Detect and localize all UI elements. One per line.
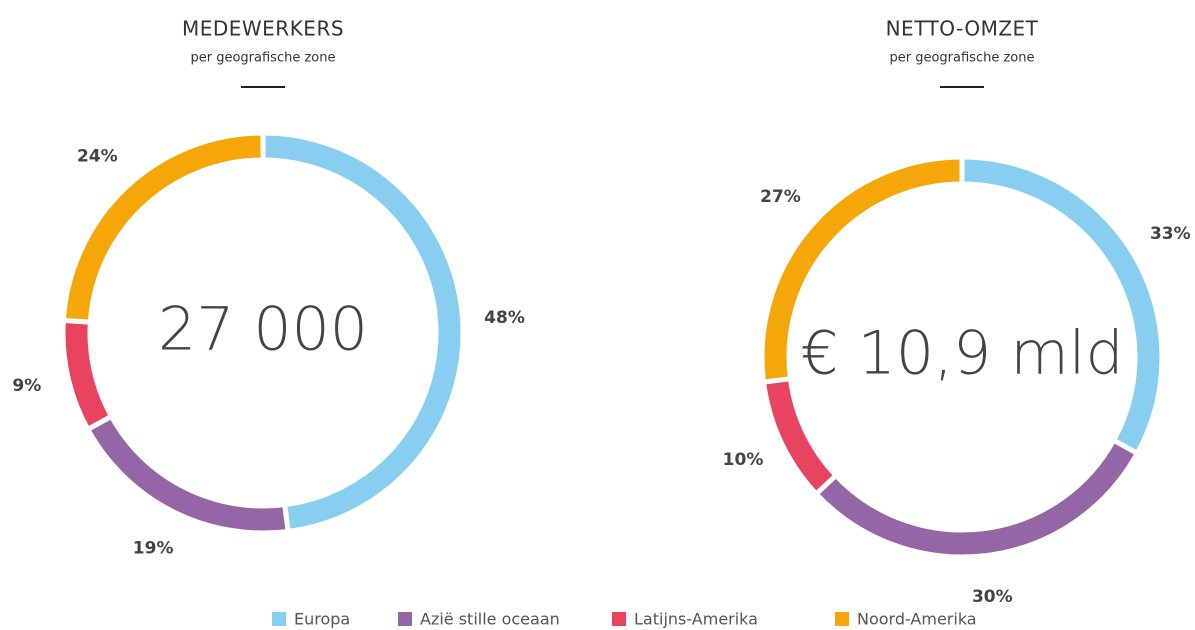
legend-swatch <box>398 612 412 626</box>
legend-label: Azië stille oceaan <box>420 610 560 629</box>
donut-segment <box>759 154 965 385</box>
legend-swatch <box>272 612 286 626</box>
value-label: 9% <box>12 376 41 396</box>
chart-subtitle: per geografische zone <box>890 51 1035 66</box>
legend-label: Europa <box>294 610 350 629</box>
legend-swatch <box>612 612 626 626</box>
donut-segment <box>84 412 291 536</box>
donut-segment <box>60 317 115 433</box>
donut-segment <box>60 130 266 325</box>
value-label: 10% <box>723 450 764 470</box>
value-label: 24% <box>77 147 118 167</box>
legend-swatch <box>835 612 849 626</box>
center-label: € 10,9 mld <box>800 319 1123 389</box>
value-label: 27% <box>760 187 801 207</box>
donut-segment <box>760 375 840 498</box>
value-label: 48% <box>484 308 525 328</box>
chart-title: NETTO-OMZET <box>886 17 1039 41</box>
legend-label: Latijns-Amerika <box>634 610 758 629</box>
value-label: 30% <box>972 587 1013 607</box>
value-label: 33% <box>1150 224 1191 244</box>
legend-label: Noord-Amerika <box>857 610 977 629</box>
center-label: 27 000 <box>158 295 368 365</box>
donut-segment <box>812 436 1141 560</box>
chart-subtitle: per geografische zone <box>191 51 336 66</box>
chart-title: MEDEWERKERS <box>182 17 344 41</box>
donut-segment <box>959 154 1165 457</box>
value-label: 19% <box>133 539 174 559</box>
